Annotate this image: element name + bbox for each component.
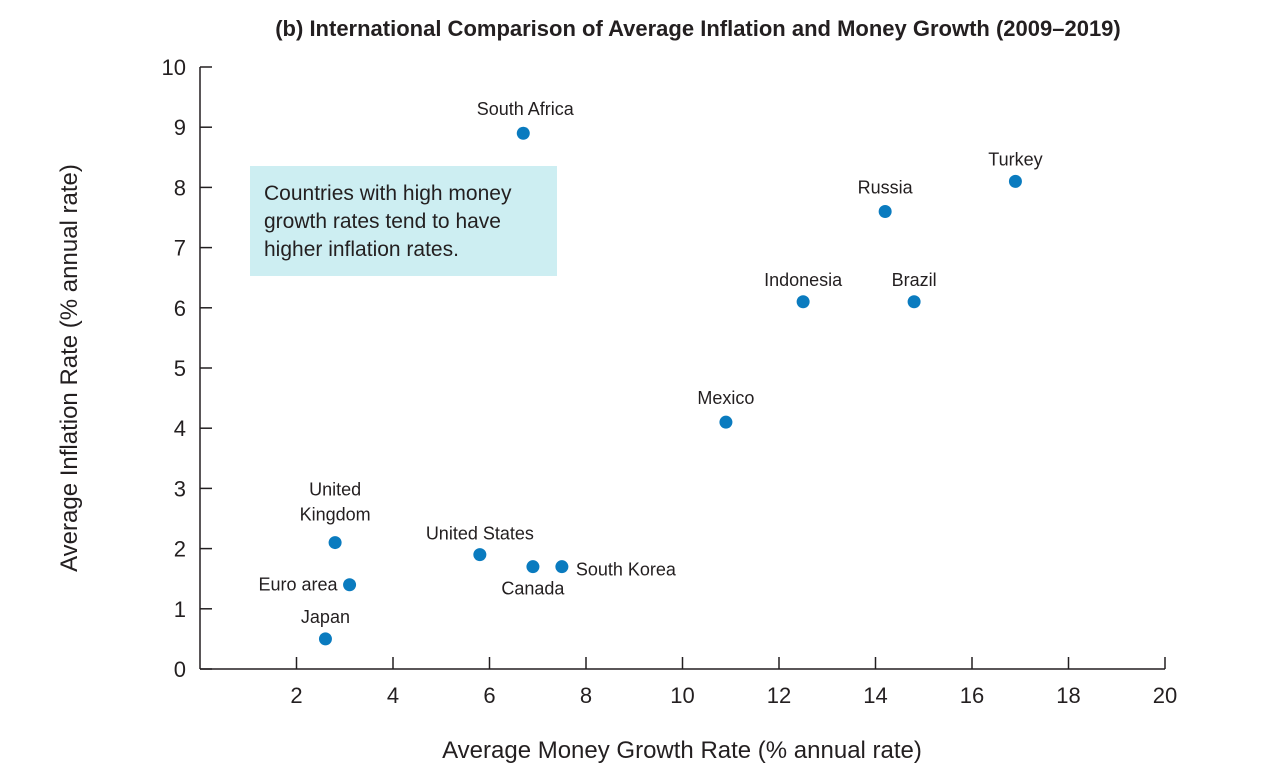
x-axis-title: Average Money Growth Rate (% annual rate…	[442, 737, 922, 764]
data-point	[878, 204, 892, 218]
point-label: Turkey	[988, 149, 1042, 169]
annotation-line-2: growth rates tend to have	[264, 210, 501, 233]
point-label: Russia	[858, 177, 914, 197]
y-tick-label: 5	[174, 356, 186, 381]
chart-title: (b) International Comparison of Average …	[275, 16, 1121, 41]
data-point	[907, 295, 921, 309]
x-tick-label: 4	[387, 683, 399, 708]
data-point	[328, 536, 342, 550]
x-axis: 2 4 6 8 10 12 14 16 18 20	[200, 657, 1177, 708]
annotation-note: Countries with high money growth rates t…	[250, 166, 557, 276]
x-tick-label: 20	[1153, 683, 1177, 708]
x-tick-label: 16	[960, 683, 984, 708]
point-label: Indonesia	[764, 270, 843, 290]
point-label: Brazil	[892, 270, 937, 290]
x-tick-label: 2	[290, 683, 302, 708]
x-tick-label: 18	[1056, 683, 1080, 708]
point-label: United States	[426, 524, 534, 544]
point-label: Canada	[501, 579, 565, 599]
y-tick-label: 6	[174, 296, 186, 321]
x-tick-label: 12	[767, 683, 791, 708]
x-tick-label: 6	[483, 683, 495, 708]
data-point	[473, 548, 487, 562]
y-tick-label: 9	[174, 115, 186, 140]
y-tick-label: 2	[174, 537, 186, 562]
y-axis: 0 1 2 3 4 5 6 7 8 9 10	[162, 55, 212, 682]
y-tick-label: 3	[174, 476, 186, 501]
y-tick-label: 0	[174, 657, 186, 682]
x-tick-label: 10	[670, 683, 694, 708]
point-label: Japan	[301, 607, 350, 627]
data-point	[526, 560, 540, 574]
y-tick-label: 1	[174, 597, 186, 622]
data-point-labels: South Africa Turkey Russia Indonesia Brazil M…	[259, 99, 1043, 627]
annotation-line-1: Countries with high money	[264, 182, 512, 205]
data-point	[1008, 174, 1022, 188]
y-tick-label: 7	[174, 236, 186, 261]
y-tick-label: 4	[174, 416, 186, 441]
point-label: Mexico	[697, 388, 754, 408]
y-axis-title: Average Inflation Rate (% annual rate)	[56, 164, 83, 572]
y-tick-label: 8	[174, 175, 186, 200]
annotation-line-3: higher inflation rates.	[264, 238, 459, 261]
annotation-box	[250, 166, 557, 276]
data-point	[343, 578, 357, 592]
x-tick-label: 8	[580, 683, 592, 708]
point-label: Euro area	[259, 575, 339, 595]
data-point	[516, 126, 530, 140]
point-label: South Korea	[576, 560, 677, 580]
point-label: United Kingdom	[300, 480, 371, 525]
x-tick-label: 14	[863, 683, 887, 708]
data-point	[719, 415, 733, 429]
data-points	[318, 126, 1022, 646]
data-point	[555, 560, 569, 574]
data-point	[796, 295, 810, 309]
y-tick-label: 10	[162, 55, 186, 80]
point-label: South Africa	[477, 99, 575, 119]
data-point	[318, 632, 332, 646]
